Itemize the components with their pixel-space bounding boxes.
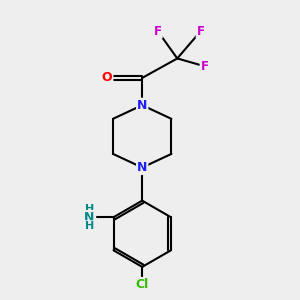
Text: O: O	[102, 71, 112, 84]
Text: F: F	[154, 25, 162, 38]
Text: F: F	[200, 60, 208, 73]
Text: N: N	[137, 99, 147, 112]
Text: N: N	[84, 211, 94, 224]
Text: N: N	[137, 161, 147, 174]
Text: Cl: Cl	[136, 278, 149, 291]
Text: H: H	[85, 204, 94, 214]
Text: H: H	[85, 221, 94, 231]
Text: F: F	[196, 25, 205, 38]
